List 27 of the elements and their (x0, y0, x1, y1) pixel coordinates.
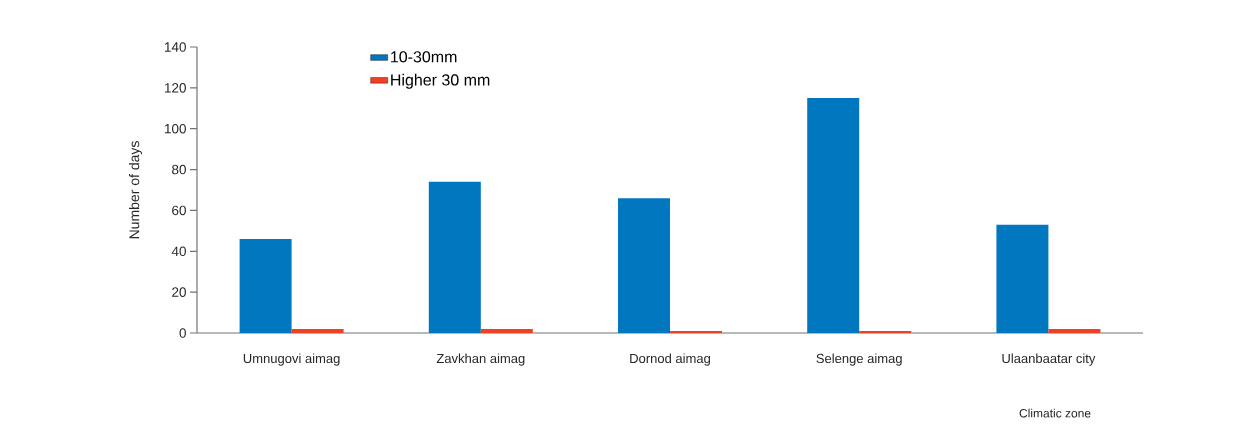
y-tick-label: 100 (164, 123, 186, 134)
bar (618, 198, 671, 333)
y-tick-label: 80 (172, 164, 186, 175)
x-tick-label: Ulaanbaatar city (1002, 353, 1096, 366)
y-axis-title: Number of days (128, 141, 143, 239)
y-tick-label: 120 (164, 83, 186, 93)
bar (996, 224, 1049, 333)
y-tick-label: 140 (164, 42, 186, 52)
x-tick-label: Umnugovi aimag (243, 353, 340, 366)
y-tick-label: 20 (172, 287, 186, 297)
x-tick-label: Zavkhan aimag (436, 353, 525, 366)
bar (291, 328, 344, 333)
bar (670, 330, 723, 333)
x-tick-label: Dornod aimag (630, 353, 710, 366)
bar (807, 98, 860, 333)
x-axis-title: Climatic zone (1019, 408, 1091, 418)
bar (239, 239, 292, 333)
y-tick-label: 40 (171, 246, 186, 257)
legend-label: 10-30mm (391, 51, 457, 63)
bar (1048, 328, 1101, 333)
bar (428, 181, 481, 333)
bar (859, 330, 912, 333)
bar (480, 328, 533, 333)
y-tick-label: 60 (172, 205, 186, 216)
x-tick-label: Selenge aimag (816, 353, 902, 366)
legend-label: Higher 30 mm (391, 73, 490, 89)
y-tick-label: 0 (179, 328, 186, 338)
